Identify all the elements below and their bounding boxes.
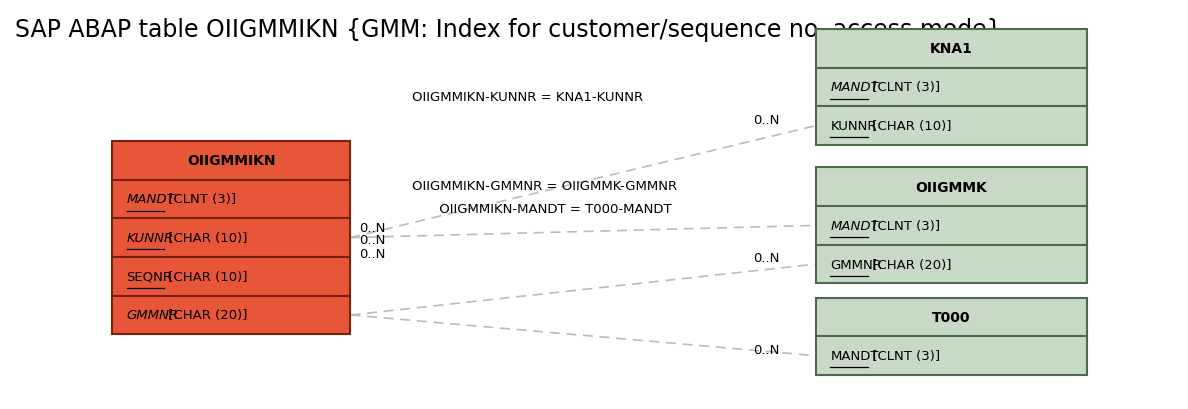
Text: MANDT: MANDT [830, 219, 879, 232]
Text: [CLNT (3)]: [CLNT (3)] [868, 81, 940, 94]
Bar [816, 245, 1087, 284]
Text: MANDT: MANDT [127, 193, 176, 206]
Text: GMMNR: GMMNR [830, 258, 883, 271]
Text: 0..N: 0..N [359, 221, 386, 234]
Text: [CLNT (3)]: [CLNT (3)] [164, 193, 236, 206]
Text: OIIGMMIKN-MANDT = T000-MANDT: OIIGMMIKN-MANDT = T000-MANDT [417, 202, 671, 215]
Text: MANDT: MANDT [830, 81, 879, 94]
Text: 0..N: 0..N [753, 343, 779, 356]
Bar [112, 180, 350, 219]
Bar [816, 168, 1087, 207]
Bar [112, 219, 350, 257]
Bar [112, 142, 350, 180]
Text: SEQNR: SEQNR [127, 270, 172, 283]
Text: MANDT: MANDT [830, 349, 879, 362]
Text: 0..N: 0..N [359, 247, 386, 260]
Text: [CHAR (10)]: [CHAR (10)] [868, 120, 952, 133]
Bar [816, 107, 1087, 146]
Text: OIIGMMIKN-GMMNR = OIIGMMK-GMMNR: OIIGMMIKN-GMMNR = OIIGMMK-GMMNR [412, 180, 677, 193]
Bar [816, 298, 1087, 337]
Text: 0..N: 0..N [753, 114, 779, 127]
Text: KNA1: KNA1 [930, 42, 973, 56]
Text: T000: T000 [933, 310, 971, 324]
Text: 0..N: 0..N [359, 234, 386, 247]
Text: OIIGMMIKN-KUNNR = KNA1-KUNNR: OIIGMMIKN-KUNNR = KNA1-KUNNR [412, 90, 644, 103]
Text: [CHAR (20)]: [CHAR (20)] [164, 309, 248, 322]
Text: GMMNR: GMMNR [127, 309, 178, 322]
Bar [816, 68, 1087, 107]
Text: [CLNT (3)]: [CLNT (3)] [868, 349, 940, 362]
Text: OIIGMMK: OIIGMMK [916, 180, 987, 194]
Text: KUNNR: KUNNR [127, 231, 173, 245]
Text: [CHAR (10)]: [CHAR (10)] [164, 270, 248, 283]
Text: [CHAR (10)]: [CHAR (10)] [164, 231, 248, 245]
Bar [112, 296, 350, 335]
Bar [816, 337, 1087, 375]
Bar [112, 257, 350, 296]
Text: [CHAR (20)]: [CHAR (20)] [868, 258, 952, 271]
Text: OIIGMMIKN: OIIGMMIKN [187, 154, 276, 168]
Text: [CLNT (3)]: [CLNT (3)] [868, 219, 940, 232]
Text: SAP ABAP table OIIGMMIKN {GMM: Index for customer/sequence no. access mode}: SAP ABAP table OIIGMMIKN {GMM: Index for… [14, 18, 1001, 42]
Bar [816, 207, 1087, 245]
Text: KUNNR: KUNNR [830, 120, 877, 133]
Text: 0..N: 0..N [753, 252, 779, 265]
Bar [816, 30, 1087, 68]
